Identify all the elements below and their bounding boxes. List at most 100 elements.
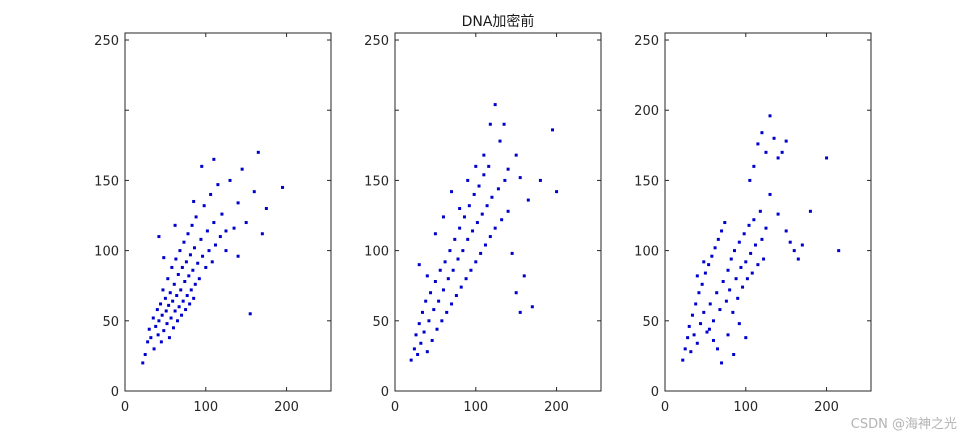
scatter-point <box>699 322 703 326</box>
scatter-point <box>438 268 442 272</box>
scatter-point <box>716 237 720 241</box>
x-tick-label: 0 <box>121 400 129 415</box>
scatter-point <box>837 249 841 253</box>
scatter-point <box>488 122 492 126</box>
scatter-point <box>713 246 717 250</box>
x-tick-label: 100 <box>193 400 218 415</box>
scatter-point <box>244 221 248 225</box>
scatter-point <box>178 249 182 253</box>
scatter-point <box>742 232 746 236</box>
y-tick-label: 100 <box>634 245 659 260</box>
scatter-point <box>151 316 155 320</box>
scatter-point <box>453 237 457 241</box>
scatter-point <box>788 240 792 244</box>
scatter-point <box>686 336 690 340</box>
scatter-point <box>752 218 756 222</box>
axes-box <box>124 32 332 392</box>
scatter-point <box>409 358 413 362</box>
scatter-point <box>173 223 177 227</box>
scatter-point <box>248 312 252 316</box>
scatter-point <box>445 310 449 314</box>
watermark-text: CSDN @海神之光 <box>850 417 957 432</box>
scatter-point <box>518 176 522 180</box>
scatter-point <box>264 206 268 210</box>
scatter-point <box>700 282 704 286</box>
scatter-point <box>724 299 728 303</box>
y-tick-label: 0 <box>651 385 659 400</box>
scatter-point <box>728 288 732 292</box>
scatter-point <box>466 178 470 182</box>
scatter-point <box>192 199 196 203</box>
scatter-point <box>446 277 450 281</box>
scatter-point <box>792 249 796 253</box>
y-tick-label: 50 <box>102 315 119 330</box>
scatter-point <box>197 277 201 281</box>
y-tick-label: 100 <box>364 245 389 260</box>
scatter-subplot-3: 0 100 200 0 50 100 150 200 250 <box>634 32 872 415</box>
scatter-points <box>681 114 841 365</box>
scatter-point <box>210 260 214 264</box>
scatter-point <box>184 308 188 312</box>
scatter-point <box>745 277 749 281</box>
scatter-point <box>169 316 173 320</box>
scatter-point <box>168 291 172 295</box>
scatter-point <box>551 128 555 132</box>
scatter-point <box>459 285 463 289</box>
scatter-point <box>718 308 722 312</box>
scatter-point <box>236 201 240 205</box>
scatter-point <box>764 150 768 154</box>
scatter-point <box>188 302 192 306</box>
scatter-point <box>493 103 497 107</box>
scatter-point <box>514 153 518 157</box>
scatter-point <box>170 265 174 269</box>
scatter-point <box>510 251 514 255</box>
scatter-point <box>433 232 437 236</box>
scatter-point <box>711 338 715 342</box>
scatter-point <box>681 358 685 362</box>
scatter-point <box>159 302 163 306</box>
scatter-point <box>490 195 494 199</box>
scatter-point <box>182 240 186 244</box>
scatter-point <box>768 114 772 118</box>
scatter-point <box>216 183 220 187</box>
scatter-point <box>167 336 171 340</box>
scatter-point <box>188 253 192 257</box>
y-tick-label: 50 <box>372 315 389 330</box>
scatter-point <box>555 190 559 194</box>
scatter-point <box>474 260 478 264</box>
scatter-point <box>435 327 439 331</box>
scatter-point <box>475 221 479 225</box>
scatter-points <box>141 150 285 365</box>
scatter-point <box>209 192 213 196</box>
scatter-point <box>143 352 147 356</box>
scatter-point <box>796 257 800 261</box>
scatter-point <box>412 347 416 351</box>
figure-title: DNA加密前 <box>462 13 535 30</box>
scatter-point <box>171 299 175 303</box>
scatter-point <box>228 178 232 182</box>
scatter-point <box>776 156 780 160</box>
scatter-point <box>232 226 236 230</box>
scatter-point <box>427 319 431 323</box>
scatter-point <box>207 249 211 253</box>
scatter-point <box>760 131 764 135</box>
scatter-point <box>514 291 518 295</box>
scatter-point <box>732 352 736 356</box>
x-tick-label: 0 <box>391 400 399 415</box>
axes-box <box>394 32 602 392</box>
y-tick-label: 150 <box>364 174 389 189</box>
y-tick-label: 250 <box>364 34 389 49</box>
scatter-point <box>260 232 264 236</box>
y-tick-label: 50 <box>642 315 659 330</box>
scatter-point <box>454 294 458 298</box>
scatter-point <box>784 229 788 233</box>
scatter-point <box>466 237 470 241</box>
scatter-point <box>697 291 701 295</box>
scatter-point <box>179 288 183 292</box>
x-tick-label: 200 <box>274 400 299 415</box>
scatter-point <box>441 215 445 219</box>
scatter-point <box>240 167 244 171</box>
scatter-point <box>772 136 776 140</box>
scatter-point <box>164 309 168 313</box>
